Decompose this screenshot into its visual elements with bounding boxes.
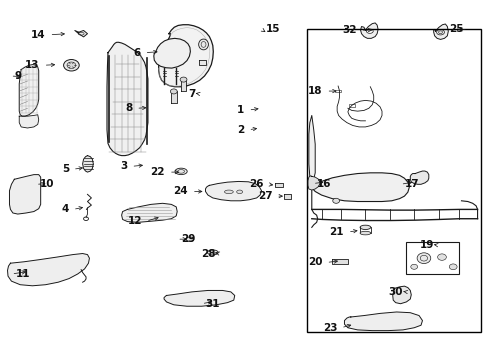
- Circle shape: [437, 254, 446, 260]
- Polygon shape: [392, 286, 410, 304]
- Text: 10: 10: [40, 179, 54, 189]
- Polygon shape: [331, 259, 347, 264]
- Text: 9: 9: [14, 71, 21, 81]
- Text: 16: 16: [316, 179, 330, 189]
- Text: 28: 28: [201, 248, 215, 258]
- Text: 32: 32: [342, 25, 356, 35]
- Circle shape: [170, 89, 177, 94]
- Text: 27: 27: [257, 191, 272, 201]
- Ellipse shape: [416, 253, 430, 264]
- Polygon shape: [344, 312, 422, 330]
- Text: 19: 19: [419, 240, 434, 250]
- Ellipse shape: [224, 190, 233, 194]
- Circle shape: [332, 198, 339, 203]
- Polygon shape: [163, 291, 234, 306]
- Text: 18: 18: [307, 86, 322, 96]
- Text: 2: 2: [237, 125, 244, 135]
- Circle shape: [410, 264, 417, 269]
- Ellipse shape: [438, 31, 442, 34]
- Text: 7: 7: [188, 89, 195, 99]
- Circle shape: [180, 77, 186, 82]
- Ellipse shape: [359, 225, 370, 229]
- Text: 6: 6: [133, 48, 141, 58]
- Bar: [306, 30, 481, 332]
- Ellipse shape: [207, 250, 218, 255]
- Text: 30: 30: [387, 287, 402, 297]
- Polygon shape: [308, 116, 315, 184]
- Text: 25: 25: [448, 24, 463, 35]
- Polygon shape: [307, 176, 320, 190]
- Bar: [348, 104, 354, 107]
- Polygon shape: [122, 203, 177, 222]
- Polygon shape: [7, 253, 89, 286]
- Polygon shape: [9, 175, 41, 214]
- Polygon shape: [158, 25, 213, 87]
- Text: 14: 14: [31, 30, 45, 40]
- Polygon shape: [180, 80, 186, 91]
- Text: 13: 13: [25, 60, 40, 70]
- Text: 24: 24: [173, 186, 187, 197]
- Ellipse shape: [366, 29, 372, 33]
- Circle shape: [63, 59, 79, 71]
- Circle shape: [448, 264, 456, 270]
- Bar: [334, 90, 340, 93]
- Polygon shape: [170, 91, 176, 103]
- Polygon shape: [433, 24, 447, 40]
- Text: 4: 4: [61, 204, 69, 215]
- Text: 29: 29: [181, 234, 195, 244]
- Polygon shape: [409, 171, 428, 184]
- Polygon shape: [205, 181, 261, 201]
- Bar: [406, 242, 458, 274]
- Text: 31: 31: [205, 299, 220, 309]
- Text: 21: 21: [329, 227, 343, 237]
- Ellipse shape: [359, 231, 370, 235]
- Text: 11: 11: [15, 269, 30, 279]
- Polygon shape: [198, 59, 206, 65]
- Text: 3: 3: [120, 161, 127, 171]
- Polygon shape: [19, 115, 39, 128]
- Text: 26: 26: [249, 179, 264, 189]
- Text: 5: 5: [61, 164, 69, 174]
- Text: 20: 20: [307, 257, 322, 267]
- Ellipse shape: [236, 190, 242, 194]
- Text: 22: 22: [150, 167, 164, 177]
- Text: 15: 15: [265, 24, 280, 35]
- Text: 17: 17: [404, 179, 418, 189]
- Polygon shape: [154, 39, 190, 68]
- Polygon shape: [107, 42, 148, 156]
- Polygon shape: [283, 194, 290, 199]
- Ellipse shape: [198, 39, 208, 50]
- Polygon shape: [274, 183, 282, 187]
- Polygon shape: [19, 64, 39, 116]
- Text: 1: 1: [237, 105, 244, 115]
- Text: 12: 12: [127, 216, 142, 226]
- Polygon shape: [310, 173, 408, 202]
- Text: 8: 8: [125, 103, 132, 113]
- Polygon shape: [82, 156, 93, 172]
- Ellipse shape: [175, 168, 187, 175]
- Text: 23: 23: [322, 323, 336, 333]
- Circle shape: [67, 62, 76, 68]
- Polygon shape: [360, 23, 377, 39]
- Ellipse shape: [185, 237, 193, 241]
- Polygon shape: [75, 31, 87, 37]
